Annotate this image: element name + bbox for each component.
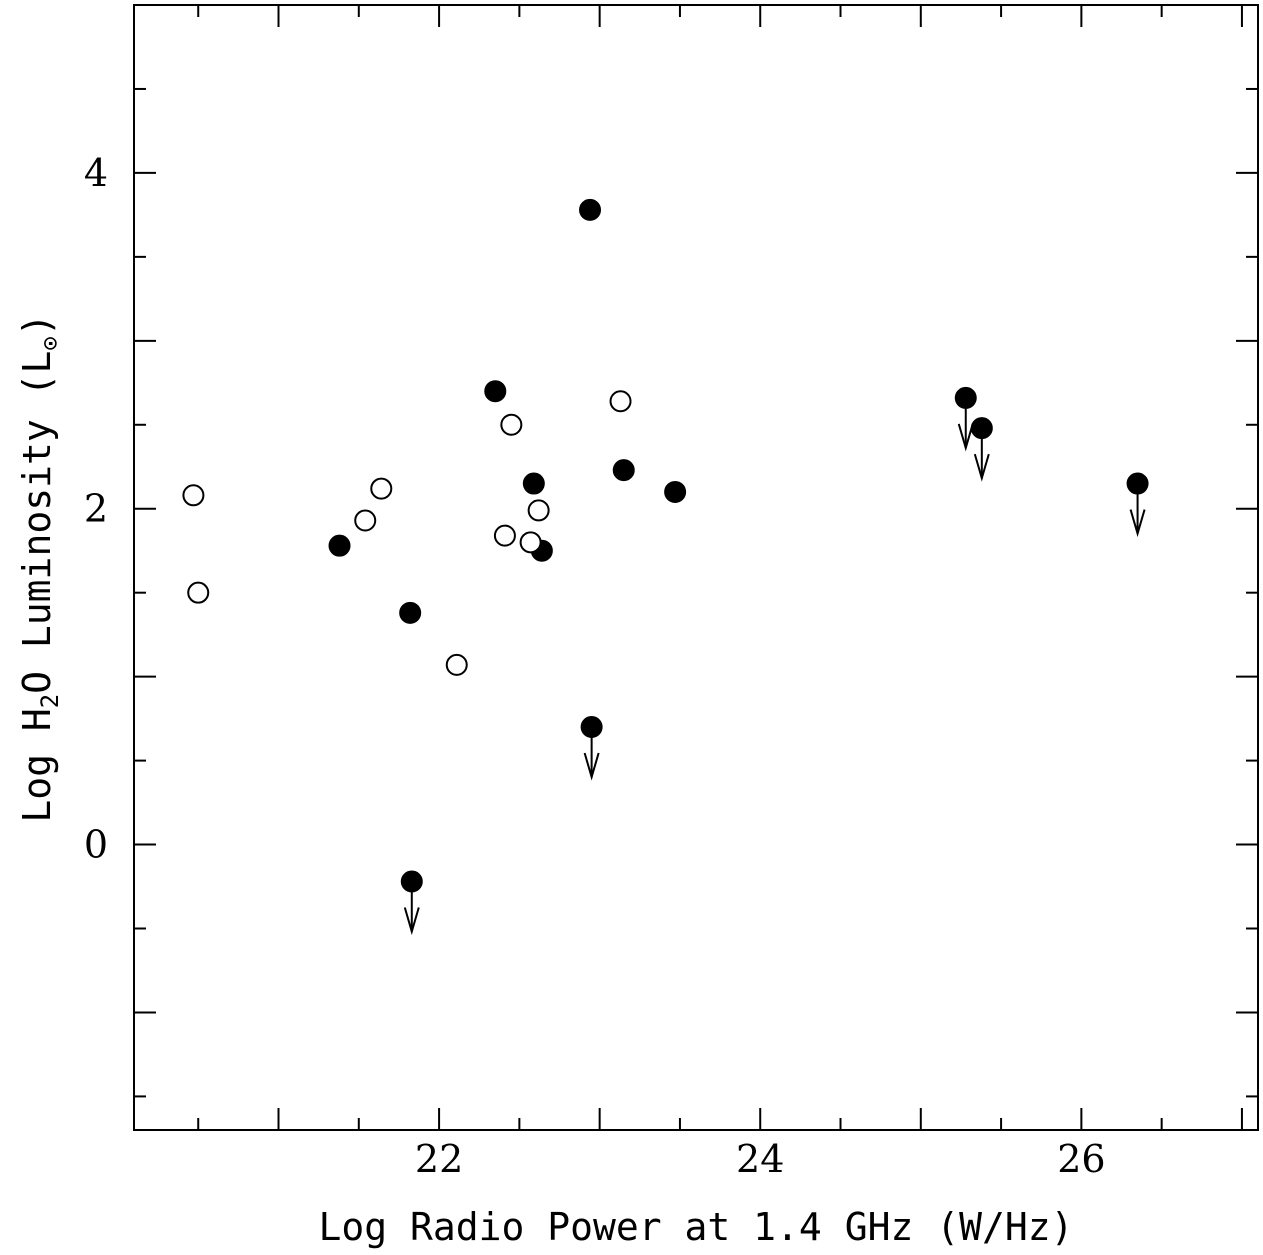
upper-limit-arrow-head [957,423,974,452]
upper-limit-arrow-head [583,752,600,781]
filled-point [328,534,351,557]
x-axis-label: Log Radio Power at 1.4 GHz (W/Hz) [319,1205,1074,1249]
open-point [354,509,377,532]
x-tick-label: 24 [736,1137,784,1181]
upper-limit-arrow-head [1129,509,1146,538]
filled-point [664,480,687,503]
x-tick-label: 22 [415,1137,463,1181]
y-tick-label: 4 [84,151,108,195]
filled-point [1126,472,1149,495]
filled-point [612,459,635,482]
upper-limit-arrow-head [973,453,990,482]
filled-point [399,601,422,624]
open-point [519,531,542,554]
open-point [527,499,550,522]
y-label-subscript: 2 [36,694,64,708]
y-label-mid: O Luminosity (L [15,351,59,694]
filled-point [954,386,977,409]
y-label-suffix: ) [15,313,59,336]
open-point [370,477,393,500]
open-point [493,524,516,547]
open-point [182,484,205,507]
filled-point [400,870,423,893]
y-tick-label: 0 [84,823,108,867]
filled-point [579,198,602,221]
open-point [500,413,523,436]
upper-limit-arrow-head [403,907,420,936]
x-tick-label: 26 [1057,1137,1105,1181]
open-point [609,390,632,413]
filled-point [522,472,545,495]
data-points [182,198,1149,936]
open-point [445,653,468,676]
y-axis-label: Log H2O Luminosity (L⊙) [15,313,64,822]
axis-ticks [134,5,1258,1130]
y-label-unit-symbol: ⊙ [36,336,64,350]
y-label-prefix: Log H [15,708,59,822]
filled-point [970,417,993,440]
open-point [187,581,210,604]
y-tick-label: 2 [84,487,108,531]
filled-point [580,716,603,739]
filled-point [484,380,507,403]
plot-frame [133,4,1259,1131]
